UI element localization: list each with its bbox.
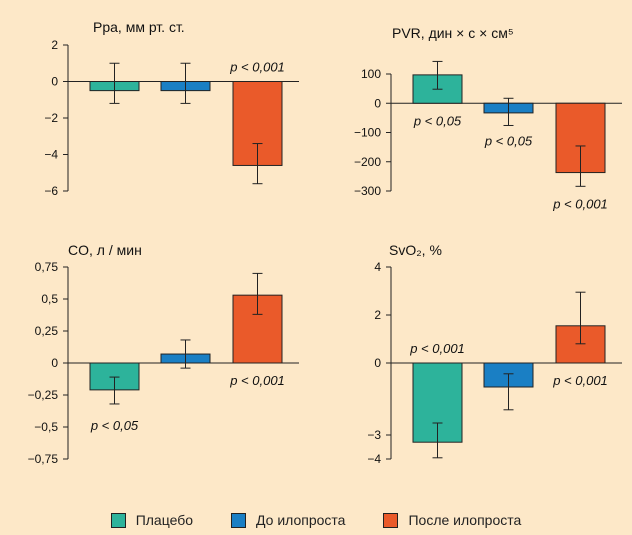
y-tick-label: 0 xyxy=(374,356,381,370)
chart-panel-3: CO, л / мин 0,75 0,5 0,25 0 −0,25 −0,5 −0,75 p <… xyxy=(28,242,299,466)
legend-item-before: До илопроста xyxy=(231,512,345,528)
y-tick-label: 0 xyxy=(51,75,58,89)
legend: Плацебо До илопроста После илопроста xyxy=(0,512,632,528)
chart-panel-1: Ppa, мм рт. ст. 2 0 −2 −4 −6 p < 0,001 xyxy=(44,19,299,198)
y-tick-label: 0,25 xyxy=(35,324,59,338)
y-tick-label: −200 xyxy=(354,155,381,169)
p-value-annotation: p < 0,001 xyxy=(552,373,608,388)
legend-item-after: После илопроста xyxy=(383,512,521,528)
y-tick-label: 0 xyxy=(51,356,58,370)
y-tick-label: 4 xyxy=(374,260,381,274)
legend-swatch-after xyxy=(383,512,399,528)
legend-item-placebo: Плацебо xyxy=(110,512,194,528)
chart-title: Ppa, мм рт. ст. xyxy=(93,19,185,35)
y-tick-label: −2 xyxy=(44,111,58,125)
y-tick-label: −300 xyxy=(354,184,381,198)
y-tick-label: −3 xyxy=(367,428,381,442)
y-tick-label: 100 xyxy=(361,67,381,81)
p-value-annotation: p < 0,001 xyxy=(409,341,465,356)
y-tick-label: 0 xyxy=(374,96,381,110)
y-tick-label: −0,75 xyxy=(28,452,59,466)
p-value-annotation: p < 0,001 xyxy=(552,196,608,211)
chart-title: SvO₂, % xyxy=(389,242,442,258)
chart-title: CO, л / мин xyxy=(68,242,142,258)
y-tick-label: −6 xyxy=(44,184,58,198)
y-tick-label: −4 xyxy=(44,148,58,162)
legend-swatch-before xyxy=(231,512,247,528)
chart-title: PVR, дин × с × см⁵ xyxy=(392,25,514,41)
legend-swatch-placebo xyxy=(110,512,126,528)
chart-panel-4: SvO₂, % 4 2 0 −3 −4 p < 0,001 p < 0,001 xyxy=(367,242,622,466)
y-tick-label: −0,5 xyxy=(34,420,58,434)
y-tick-label: 0,75 xyxy=(35,260,59,274)
y-tick-label: 0,5 xyxy=(41,292,58,306)
chart-panel-2: PVR, дин × с × см⁵ 100 0 −100 −200 −300 p < 0,… xyxy=(354,25,622,211)
y-tick-label: 2 xyxy=(374,308,381,322)
y-tick-label: 2 xyxy=(51,38,58,52)
p-value-annotation: p < 0,001 xyxy=(229,60,285,75)
p-value-annotation: p < 0,05 xyxy=(484,133,533,148)
legend-label-placebo: Плацебо xyxy=(135,512,194,528)
p-value-annotation: p < 0,001 xyxy=(229,373,285,388)
legend-label-after: После илопроста xyxy=(408,512,522,528)
p-value-annotation: p < 0,05 xyxy=(413,113,462,128)
y-tick-label: −100 xyxy=(354,126,381,140)
p-value-annotation: p < 0,05 xyxy=(90,418,139,433)
y-tick-label: −0,25 xyxy=(28,388,59,402)
legend-label-before: До илопроста xyxy=(256,512,346,528)
y-tick-label: −4 xyxy=(367,452,381,466)
